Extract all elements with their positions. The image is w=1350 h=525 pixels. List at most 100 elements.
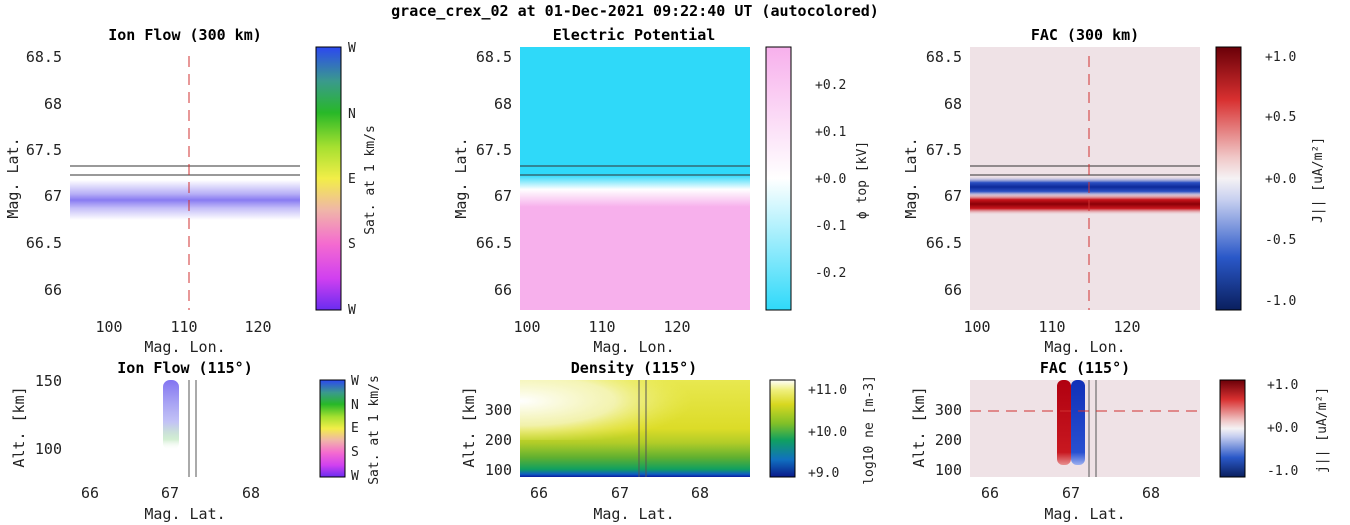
- colorbar-tick: +0.1: [815, 125, 846, 140]
- colorbar: [1215, 46, 1242, 311]
- x-tick-label: 120: [1113, 318, 1140, 336]
- colorbar-tick: +11.0: [808, 383, 847, 398]
- colorbar-tick: +1.0: [1267, 378, 1298, 393]
- potential-boundary: [520, 175, 750, 207]
- x-tick-label: 110: [1038, 318, 1065, 336]
- x-axis-label: Mag. Lon.: [144, 338, 225, 356]
- fac-negative-band: [970, 176, 1200, 198]
- x-tick-labels: 66 67 68: [81, 484, 260, 502]
- colorbar: [319, 379, 346, 478]
- fac-positive-column: [1057, 380, 1071, 465]
- y-tick-label: 100: [485, 461, 512, 479]
- panel-title: FAC (300 km): [1031, 26, 1139, 44]
- colorbar-tick: W: [348, 303, 356, 318]
- fac-negative-column: [1071, 380, 1085, 465]
- plot-area: [70, 380, 300, 477]
- colorbar-tick: +0.5: [1265, 110, 1296, 125]
- colorbar-label: ϕ top [kV]: [855, 141, 870, 219]
- y-tick-label: 67: [944, 187, 962, 205]
- y-tick-label: 200: [485, 431, 512, 449]
- y-tick-label: 300: [935, 401, 962, 419]
- y-tick-labels: 100 200 300: [935, 401, 962, 479]
- panel-title: Ion Flow (300 km): [108, 26, 262, 44]
- colorbar-ticks: W N E S W: [351, 374, 359, 484]
- y-tick-label: 66: [44, 281, 62, 299]
- colorbar-tick: -0.5: [1265, 233, 1296, 248]
- y-tick-labels: 68.5 68 67.5 67 66.5 66: [26, 48, 62, 299]
- x-tick-label: 66: [530, 484, 548, 502]
- colorbar-tick: -0.2: [815, 266, 846, 281]
- panel-ion-flow-300: Ion Flow (300 km) 68.5 68 67.5 67 66.5 6…: [4, 26, 378, 356]
- heatmap-column: [163, 380, 179, 450]
- panel-title: Density (115°): [571, 359, 697, 377]
- y-axis-label: Mag. Lat.: [902, 137, 920, 218]
- y-tick-labels: 150 100: [35, 372, 62, 458]
- plot-area: [70, 47, 300, 310]
- colorbar-tick: -0.1: [815, 219, 846, 234]
- y-tick-label: 150: [35, 372, 62, 390]
- panel-fac-300: FAC (300 km) 68.5 68 67.5 67 66.5 66 100…: [902, 26, 1326, 356]
- colorbar: [1219, 379, 1246, 478]
- x-tick-label: 68: [691, 484, 709, 502]
- colorbar-tick: E: [348, 172, 356, 187]
- y-axis-label: Alt. [km]: [910, 386, 928, 467]
- y-tick-label: 67.5: [26, 141, 62, 159]
- panel-density-115: Density (115°) 100 200 300 66 67 68 Mag.…: [460, 359, 877, 523]
- x-tick-label: 120: [663, 318, 690, 336]
- colorbar-tick: +0.0: [815, 172, 846, 187]
- y-axis-label: Alt. [km]: [460, 386, 478, 467]
- colorbar: [769, 379, 796, 478]
- colorbar-tick: +10.0: [808, 425, 847, 440]
- colorbar-tick: E: [351, 421, 359, 436]
- colorbar-tick: S: [351, 445, 359, 460]
- x-tick-label: 66: [81, 484, 99, 502]
- colorbar-tick: +0.2: [815, 78, 846, 93]
- y-tick-label: 67.5: [926, 141, 962, 159]
- colorbar-tick: +1.0: [1265, 50, 1296, 65]
- panel-ion-flow-115: Ion Flow (115°) 150 100 66 67 68 Mag. La…: [10, 359, 382, 523]
- y-tick-label: 66.5: [26, 234, 62, 252]
- y-tick-label: 300: [485, 401, 512, 419]
- x-tick-labels: 100 110 120: [95, 318, 271, 336]
- y-tick-label: 200: [935, 431, 962, 449]
- x-tick-label: 110: [170, 318, 197, 336]
- x-axis-label: Mag. Lat.: [1044, 505, 1125, 523]
- potential-lower-region: [520, 205, 750, 310]
- x-tick-labels: 66 67 68: [981, 484, 1160, 502]
- y-tick-label: 66: [944, 281, 962, 299]
- y-tick-labels: 100 200 300: [485, 401, 512, 479]
- colorbar-tick: +0.0: [1267, 421, 1298, 436]
- y-tick-label: 68.5: [26, 48, 62, 66]
- y-tick-labels: 68.5 68 67.5 67 66.5 66: [476, 48, 512, 299]
- x-tick-label: 67: [611, 484, 629, 502]
- y-tick-label: 66.5: [926, 234, 962, 252]
- x-tick-label: 100: [513, 318, 540, 336]
- y-tick-label: 67: [494, 187, 512, 205]
- colorbar: [765, 46, 792, 311]
- y-tick-label: 100: [935, 461, 962, 479]
- y-tick-label: 68: [944, 95, 962, 113]
- y-tick-label: 67: [44, 187, 62, 205]
- colorbar-tick: N: [348, 107, 356, 122]
- colorbar-label: log10 ne [m-3]: [862, 375, 877, 485]
- x-tick-label: 120: [244, 318, 271, 336]
- panel-title: FAC (115°): [1040, 359, 1130, 377]
- colorbar-ticks: +11.0 +10.0 +9.0: [808, 383, 847, 481]
- x-axis-label: Mag. Lon.: [1044, 338, 1125, 356]
- colorbar-tick: W: [351, 374, 359, 389]
- colorbar-tick: +0.0: [1265, 172, 1296, 187]
- panel-title: Electric Potential: [553, 26, 716, 44]
- y-tick-label: 68: [44, 95, 62, 113]
- x-axis-label: Mag. Lon.: [593, 338, 674, 356]
- colorbar-tick: -1.0: [1267, 464, 1298, 479]
- density-peak: [520, 380, 750, 440]
- panel-title: Ion Flow (115°): [117, 359, 252, 377]
- colorbar-ticks: W N E S W: [348, 41, 356, 318]
- x-tick-label: 100: [963, 318, 990, 336]
- colorbar-label: j|| [uA/m²]: [1315, 387, 1330, 473]
- y-tick-label: 66: [494, 281, 512, 299]
- colorbar-tick: W: [351, 469, 359, 484]
- x-tick-label: 68: [242, 484, 260, 502]
- colorbar-ticks: +1.0 +0.0 -1.0: [1267, 378, 1298, 479]
- colorbar-label: Sat. at 1 km/s: [367, 375, 382, 485]
